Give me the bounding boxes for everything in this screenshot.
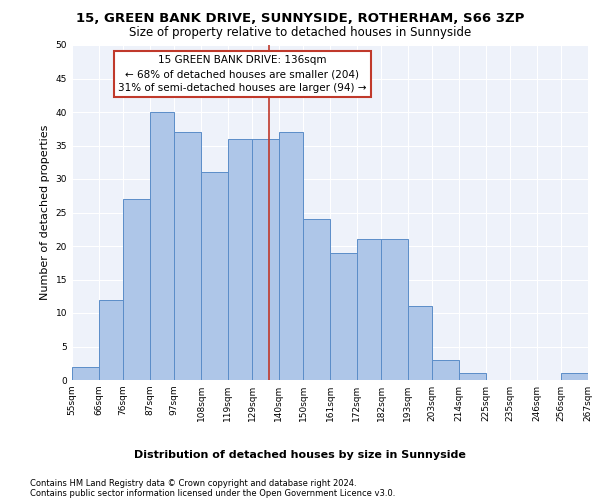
Bar bbox=[228, 139, 252, 380]
Bar bbox=[252, 139, 279, 380]
Bar bbox=[561, 374, 588, 380]
Bar bbox=[99, 300, 123, 380]
Bar bbox=[201, 172, 228, 380]
Bar bbox=[303, 219, 330, 380]
Text: Contains HM Land Registry data © Crown copyright and database right 2024.: Contains HM Land Registry data © Crown c… bbox=[30, 479, 356, 488]
Bar bbox=[432, 360, 459, 380]
Bar bbox=[330, 252, 357, 380]
Text: 15, GREEN BANK DRIVE, SUNNYSIDE, ROTHERHAM, S66 3ZP: 15, GREEN BANK DRIVE, SUNNYSIDE, ROTHERH… bbox=[76, 12, 524, 26]
Y-axis label: Number of detached properties: Number of detached properties bbox=[40, 125, 50, 300]
Bar bbox=[279, 132, 303, 380]
Bar bbox=[459, 374, 486, 380]
Bar bbox=[150, 112, 174, 380]
Text: Size of property relative to detached houses in Sunnyside: Size of property relative to detached ho… bbox=[129, 26, 471, 39]
Bar bbox=[357, 240, 381, 380]
Bar bbox=[123, 199, 150, 380]
Bar bbox=[174, 132, 201, 380]
Bar bbox=[381, 240, 408, 380]
Bar bbox=[72, 366, 99, 380]
Text: 15 GREEN BANK DRIVE: 136sqm
← 68% of detached houses are smaller (204)
31% of se: 15 GREEN BANK DRIVE: 136sqm ← 68% of det… bbox=[118, 55, 367, 93]
Bar bbox=[408, 306, 432, 380]
Text: Contains public sector information licensed under the Open Government Licence v3: Contains public sector information licen… bbox=[30, 489, 395, 498]
Text: Distribution of detached houses by size in Sunnyside: Distribution of detached houses by size … bbox=[134, 450, 466, 460]
